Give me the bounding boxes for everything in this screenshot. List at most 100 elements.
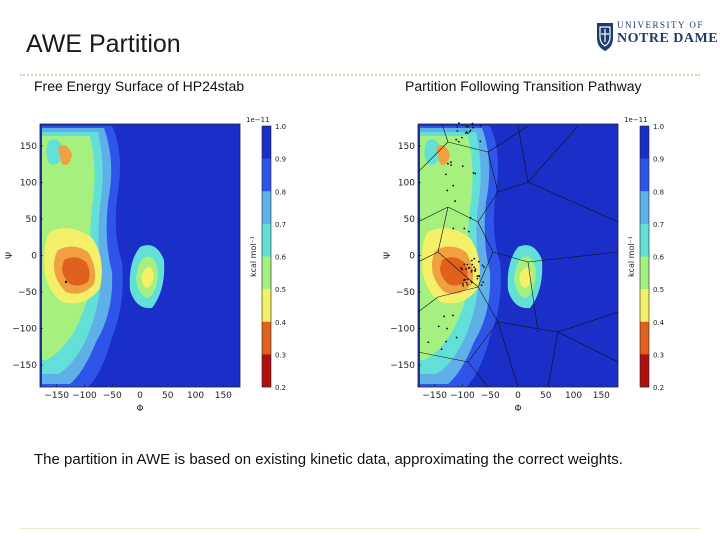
- x-tick-label: −150: [44, 391, 69, 401]
- x-tick-label: −100: [72, 391, 97, 401]
- shield-icon: [597, 23, 613, 51]
- y-tick-label: −50: [18, 288, 37, 298]
- center-dot: [465, 268, 468, 270]
- colorbar-band: [640, 126, 649, 159]
- center-dot: [452, 314, 454, 317]
- center-dot: [467, 267, 470, 269]
- center-dot: [473, 266, 476, 269]
- center-dot: [477, 260, 480, 263]
- colorbar-exponent: 1e−11: [624, 116, 648, 124]
- colorbar-tick-label: 1.0: [653, 123, 664, 131]
- colorbar-tick-label: 0.6: [653, 254, 665, 262]
- colorbar-exponent: 1e−11: [246, 116, 270, 124]
- center-dot: [481, 264, 484, 267]
- y-tick-label: −150: [12, 361, 37, 371]
- y-tick-label: 50: [26, 215, 38, 225]
- center-dot: [469, 216, 472, 219]
- center-dot: [454, 200, 456, 202]
- colorbar-tick-label: 0.9: [275, 156, 286, 164]
- colorbar-band: [640, 256, 649, 290]
- region-right-yellow: [519, 267, 532, 288]
- center-dot: [462, 283, 464, 285]
- center-dot: [452, 184, 455, 187]
- heatmap-area: [40, 124, 240, 387]
- voronoi-edge: [447, 141, 489, 153]
- center-dot: [478, 275, 480, 277]
- center-dot: [461, 136, 463, 139]
- center-dot: [452, 227, 455, 230]
- voronoi-edge: [418, 351, 469, 363]
- center-dot: [467, 230, 470, 233]
- colorbar-tick-label: 0.8: [275, 188, 286, 196]
- center-dot: [471, 281, 473, 284]
- center-dot: [457, 140, 460, 143]
- x-tick-label: 150: [215, 391, 232, 401]
- voronoi-overlay: [418, 124, 618, 387]
- x-axis-label: Φ: [514, 404, 521, 414]
- center-dot: [444, 173, 447, 176]
- colorbar-tick-label: 0.5: [275, 286, 286, 294]
- colorbar-tick-label: 0.4: [275, 319, 287, 327]
- center-dot: [476, 275, 479, 278]
- center-dot: [456, 129, 459, 132]
- center-dot: [437, 325, 440, 328]
- voronoi-edge: [527, 181, 618, 223]
- center-dot: [470, 270, 473, 273]
- voronoi-edge: [437, 206, 449, 253]
- y-axis: 150 100 50 0 −50 −100 −150: [390, 142, 421, 371]
- center-dot: [443, 315, 446, 318]
- region-right-yellow: [141, 267, 154, 288]
- voronoi-edge: [497, 321, 519, 387]
- voronoi-edge: [477, 286, 499, 323]
- panel-caption-right: Partition Following Transition Pathway: [405, 78, 642, 94]
- x-tick-label: −50: [103, 391, 122, 401]
- colorbar-band: [640, 191, 649, 225]
- colorbar-label: kcal mol⁻¹: [249, 236, 258, 277]
- center-dot: [471, 122, 474, 125]
- y-tick-label: 0: [409, 252, 415, 262]
- region-cyan-top: [46, 139, 64, 165]
- region-cyan-top: [424, 139, 442, 165]
- colorbar-tick-label: 0.2: [275, 384, 286, 392]
- center-dot: [446, 189, 449, 192]
- center-dot: [467, 125, 469, 128]
- title-divider: [20, 74, 700, 76]
- y-tick-label: 100: [20, 178, 37, 188]
- voronoi-edge: [467, 321, 499, 363]
- voronoi-edge: [447, 206, 479, 223]
- voronoi-edge: [418, 296, 439, 313]
- x-tick-label: 0: [137, 391, 143, 401]
- center-dot: [458, 122, 460, 124]
- region-red: [440, 257, 468, 286]
- colorbar-tick-label: 0.8: [653, 188, 664, 196]
- center-dot: [465, 281, 468, 284]
- colorbar-band: [262, 256, 271, 290]
- center-dot: [427, 341, 430, 344]
- center-dot: [447, 162, 449, 165]
- colorbar-label: kcal mol⁻¹: [627, 236, 636, 277]
- center-dot: [460, 267, 463, 269]
- center-dot: [466, 263, 469, 266]
- y-tick-label: 0: [31, 252, 37, 262]
- x-axis-label: Φ: [136, 404, 143, 414]
- voronoi-edge: [467, 361, 489, 387]
- voronoi-edge: [487, 151, 499, 193]
- voronoi-edge: [527, 125, 579, 183]
- region-orange-top: [436, 145, 450, 165]
- minimum-dot: [64, 280, 68, 284]
- center-dot: [479, 140, 482, 143]
- center-dot: [456, 125, 459, 128]
- center-dot: [466, 278, 469, 281]
- y-tick-label: 150: [20, 142, 37, 152]
- colorbar-tick-label: 0.2: [653, 384, 664, 392]
- y-tick-label: −100: [390, 325, 415, 335]
- partition-pathway-plot: −150 −100 −50 0 50 100 150Φ150100500−50−100−15…: [383, 116, 665, 414]
- center-dot: [473, 257, 476, 260]
- x-tick-label: 100: [565, 391, 582, 401]
- center-dot: [455, 336, 458, 339]
- y-axis-label: Ψ: [383, 252, 393, 259]
- region-orange-top: [58, 145, 72, 165]
- cluster-centers: [427, 122, 485, 351]
- body-text: The partition in AWE is based on existin…: [34, 451, 623, 468]
- colorbar-band: [262, 191, 271, 225]
